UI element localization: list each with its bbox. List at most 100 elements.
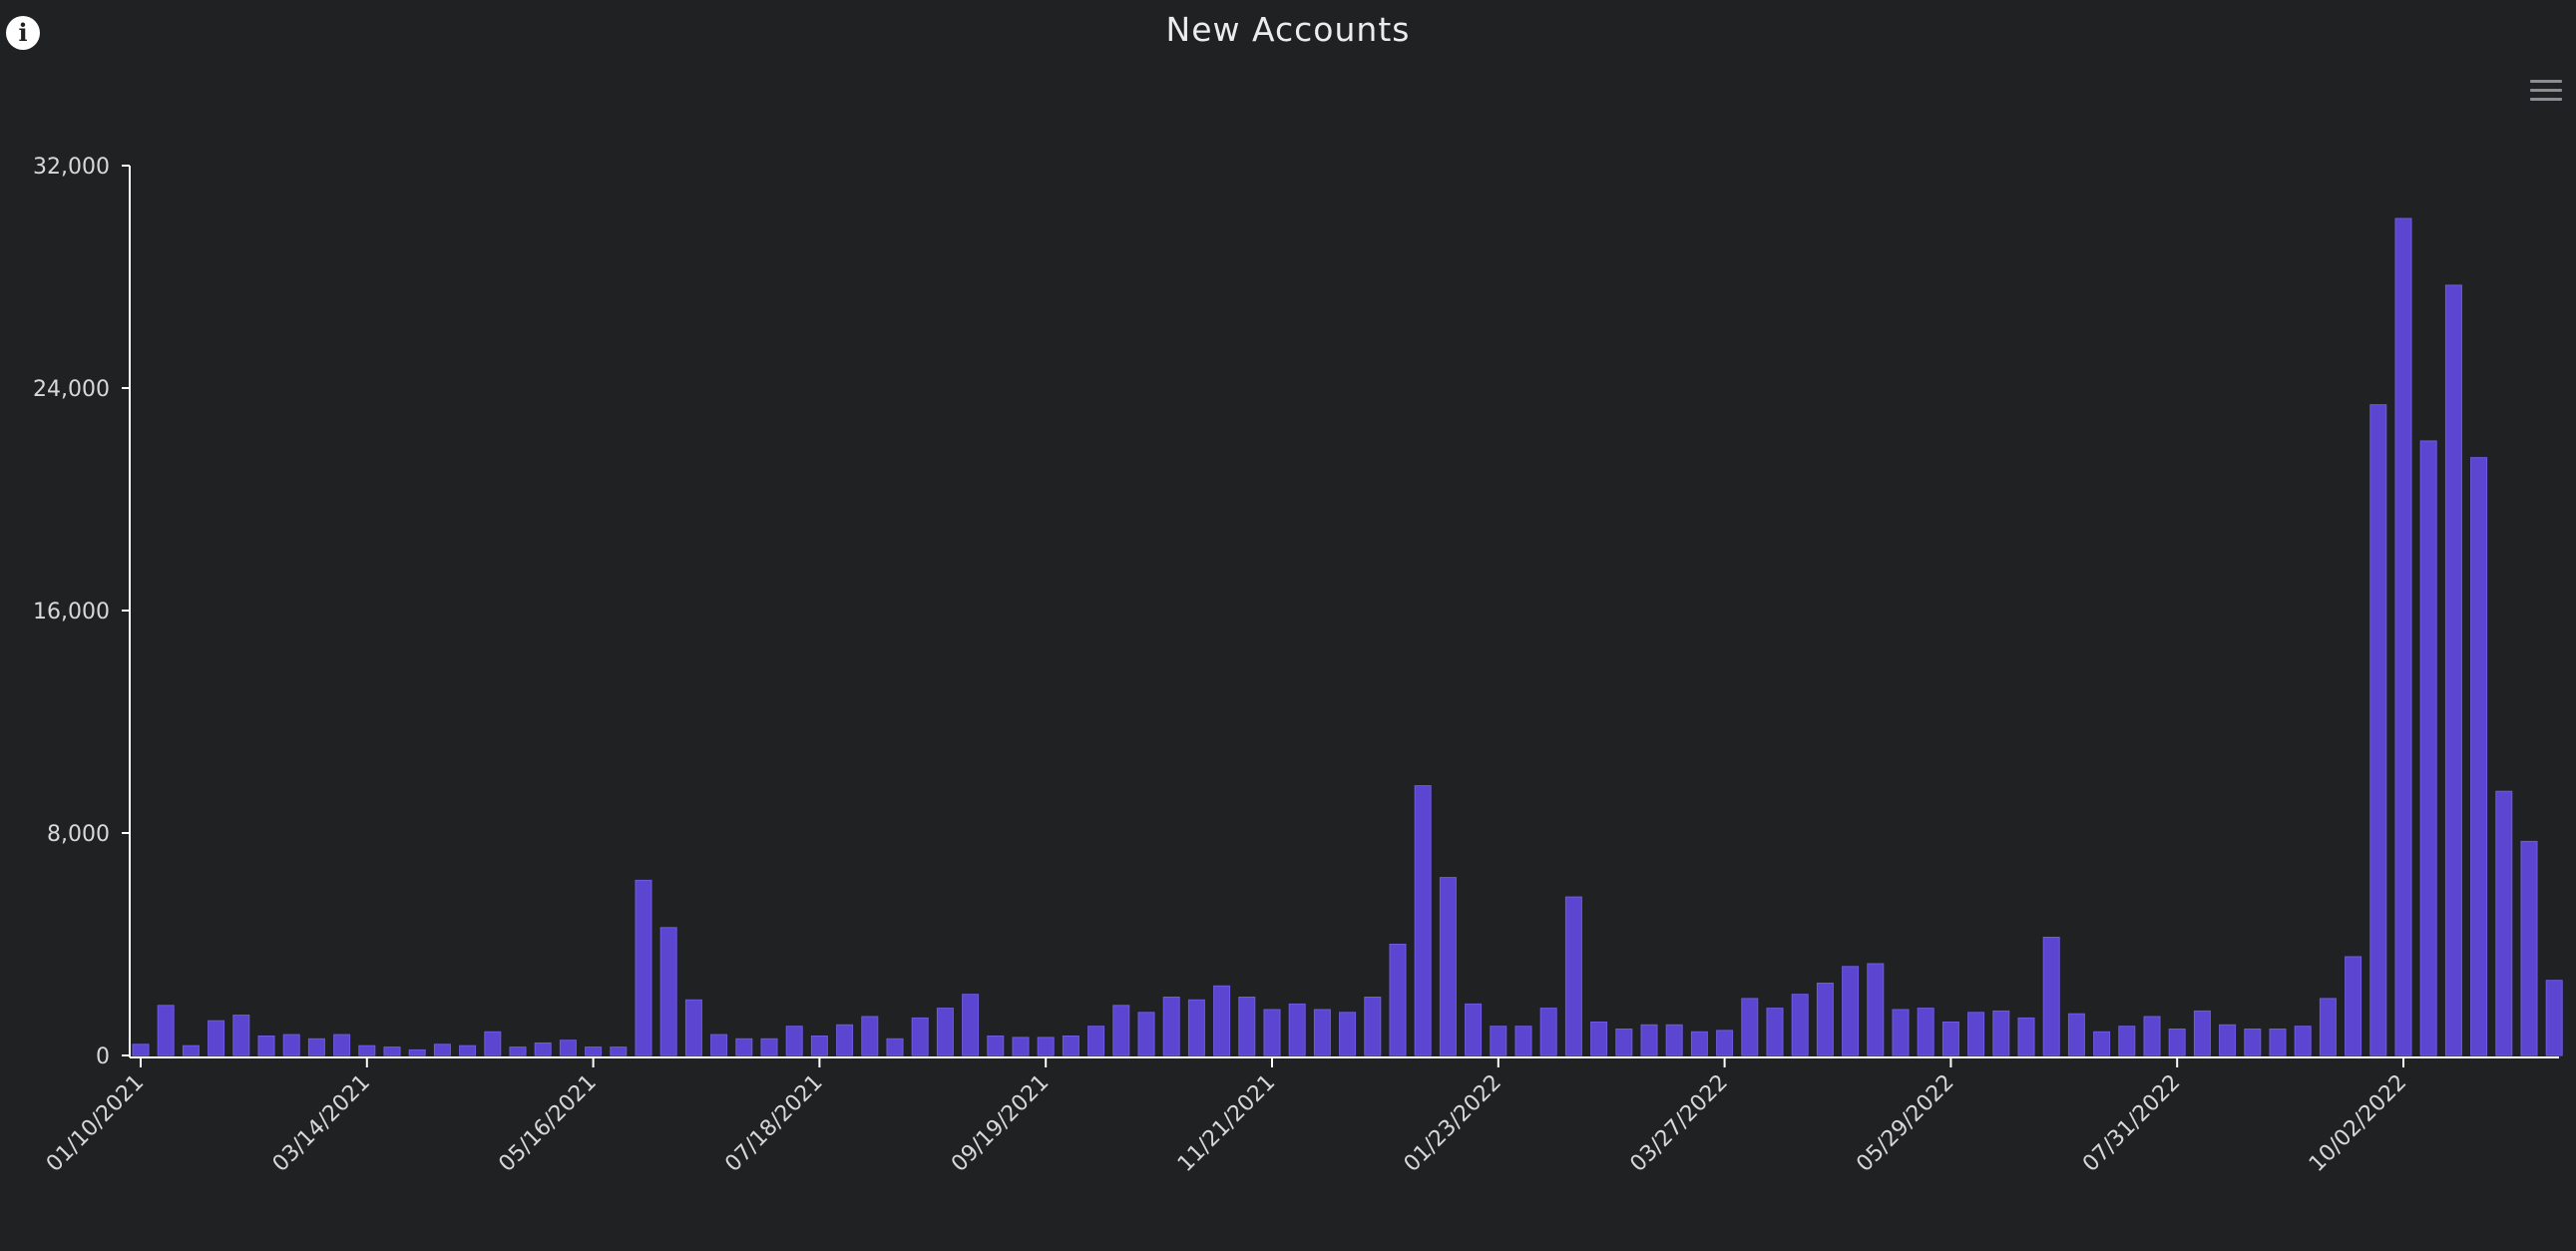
bar (1539, 1008, 1557, 1056)
bar (307, 1038, 325, 1056)
bar (1716, 1030, 1734, 1056)
bar (1238, 997, 1256, 1056)
bar (459, 1044, 477, 1056)
bar (785, 1026, 803, 1056)
y-tick-label: 16,000 (33, 600, 110, 625)
bar (1037, 1037, 1055, 1056)
bar (1867, 963, 1885, 1056)
bar (2394, 217, 2412, 1056)
x-tick-label: 09/19/2021 (947, 1070, 1054, 1177)
bar (2118, 1026, 2136, 1056)
bar (2294, 1026, 2312, 1056)
bar (1690, 1031, 1708, 1056)
bar (157, 1005, 175, 1056)
y-tick-label: 8,000 (47, 822, 110, 847)
bar (836, 1024, 854, 1056)
bar (585, 1046, 603, 1056)
bar (1892, 1009, 1910, 1056)
bar (1389, 944, 1407, 1056)
x-tick-label: 01/23/2022 (1400, 1070, 1506, 1177)
bar (1062, 1036, 1079, 1056)
bar (2269, 1029, 2287, 1056)
bar (1665, 1024, 1683, 1056)
x-tick-label: 11/21/2021 (1173, 1070, 1280, 1177)
x-tick-label: 05/16/2021 (494, 1070, 601, 1177)
bar (1741, 998, 1759, 1056)
bar (1941, 1022, 1959, 1056)
x-tick-label: 05/29/2022 (1852, 1070, 1958, 1177)
bar (2067, 1013, 2085, 1056)
bar (684, 999, 702, 1056)
bar (635, 879, 652, 1056)
bar (710, 1034, 728, 1056)
bar (257, 1036, 275, 1056)
bar (1339, 1012, 1357, 1056)
bar (1364, 997, 1382, 1056)
bar (659, 927, 677, 1056)
bar (282, 1034, 300, 1056)
bar (1012, 1037, 1030, 1056)
bar (2419, 440, 2437, 1056)
bar (1590, 1022, 1608, 1056)
bar (2369, 404, 2387, 1056)
bar (2345, 956, 2362, 1056)
bar (1967, 1012, 1985, 1056)
x-tick-label: 03/27/2022 (1625, 1070, 1732, 1177)
bar (1514, 1026, 1532, 1056)
bar (1465, 1003, 1483, 1056)
bar (132, 1043, 150, 1056)
bar (182, 1044, 200, 1056)
bar (1162, 997, 1180, 1056)
bar (509, 1046, 527, 1056)
y-tick-label: 24,000 (33, 377, 110, 402)
bar (208, 1020, 225, 1056)
bar (760, 1038, 778, 1056)
y-tick-label: 0 (96, 1044, 110, 1069)
y-tick-label: 32,000 (33, 155, 110, 180)
bar (1288, 1003, 1306, 1056)
bar (1112, 1005, 1130, 1056)
x-tick-label: 10/02/2022 (2305, 1070, 2411, 1177)
bar (1917, 1008, 1934, 1056)
menu-icon[interactable] (2530, 80, 2562, 104)
bar (1313, 1009, 1331, 1056)
bar (962, 994, 980, 1056)
bar (358, 1044, 376, 1056)
bar (383, 1046, 401, 1056)
bar (1791, 994, 1809, 1056)
x-tick-label: 01/10/2021 (42, 1070, 149, 1177)
bar (2520, 840, 2538, 1056)
bar (1439, 877, 1457, 1056)
bar (2545, 980, 2563, 1056)
bar (408, 1048, 426, 1056)
bar (333, 1034, 351, 1056)
bar (2143, 1016, 2161, 1056)
bar (1816, 983, 1834, 1056)
bar (2168, 1029, 2186, 1056)
bar (810, 1036, 828, 1056)
bar (1564, 896, 1582, 1056)
bar (1213, 985, 1231, 1056)
bar (484, 1031, 502, 1056)
bar (2319, 998, 2337, 1056)
chart-title: New Accounts (1165, 10, 1411, 49)
bar (1615, 1029, 1633, 1056)
bar (433, 1043, 451, 1056)
bar (1640, 1024, 1658, 1056)
bar (2219, 1024, 2237, 1056)
bar (1414, 785, 1432, 1056)
bar (1087, 1026, 1105, 1056)
bar (2444, 284, 2462, 1056)
bar (2244, 1029, 2262, 1056)
bar (1263, 1009, 1281, 1056)
x-tick-label: 07/18/2021 (720, 1070, 827, 1177)
bar (1992, 1010, 2010, 1056)
bar (559, 1040, 577, 1056)
bar (534, 1042, 552, 1056)
bar (610, 1046, 628, 1056)
bar (911, 1017, 929, 1056)
bar (2093, 1031, 2111, 1056)
info-icon[interactable]: i (6, 16, 40, 50)
bar (2495, 790, 2513, 1056)
